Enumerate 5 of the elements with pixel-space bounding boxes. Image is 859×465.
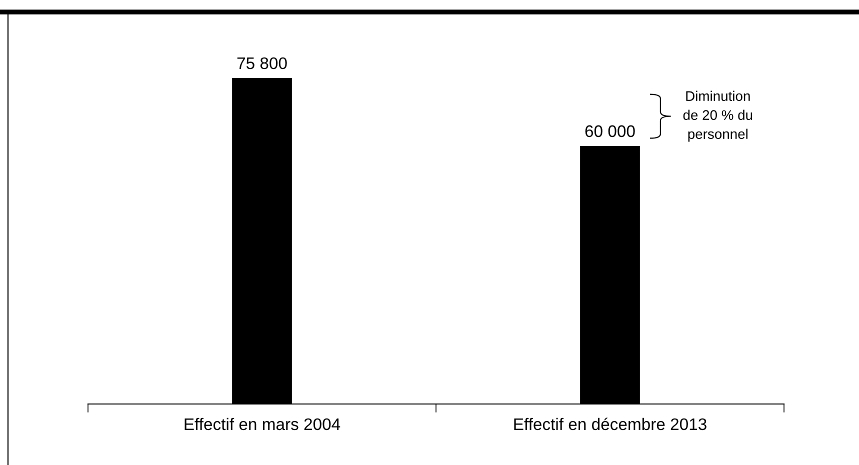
annotation: Diminution de 20 % du personnel [683,90,752,142]
x-tick-label: Effectif en mars 2004 [184,418,340,430]
data-label: 75 800 [237,57,287,70]
data-label: 60 000 [585,125,635,138]
x-tick-label: Effectif en décembre 2013 [514,418,706,430]
